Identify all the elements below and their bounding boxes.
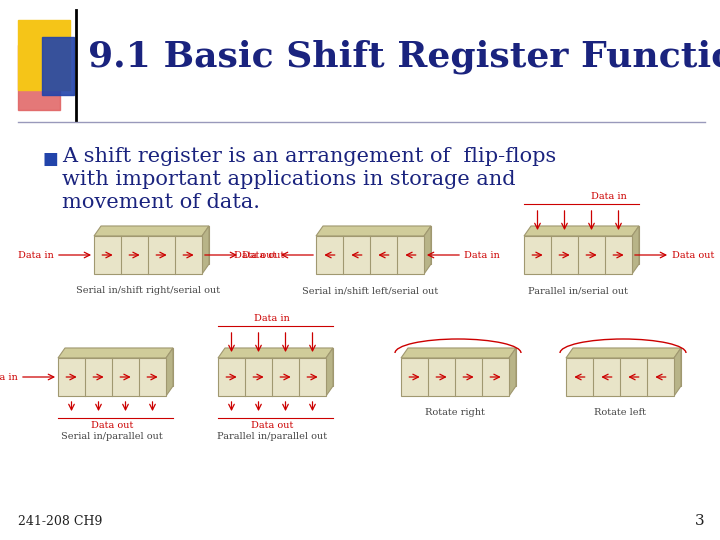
Text: Parallel in/parallel out: Parallel in/parallel out — [217, 432, 327, 441]
Polygon shape — [531, 226, 639, 264]
Text: Data out: Data out — [251, 421, 293, 430]
Text: ■: ■ — [42, 150, 58, 168]
Text: movement of data.: movement of data. — [62, 193, 260, 212]
Bar — [18, 45, 60, 110]
Polygon shape — [509, 348, 516, 396]
Polygon shape — [316, 226, 431, 236]
Text: Data in: Data in — [464, 251, 500, 260]
Polygon shape — [401, 348, 516, 358]
Polygon shape — [566, 348, 681, 358]
Polygon shape — [166, 348, 173, 396]
Polygon shape — [674, 348, 681, 396]
Text: Data out: Data out — [91, 421, 133, 430]
Text: Serial in/parallel out: Serial in/parallel out — [61, 432, 163, 441]
Text: Rotate right: Rotate right — [425, 408, 485, 417]
Polygon shape — [58, 348, 173, 358]
Text: Data in: Data in — [18, 251, 54, 260]
Bar — [218, 358, 326, 396]
Text: Data in: Data in — [254, 314, 290, 323]
Bar — [94, 236, 202, 274]
Text: 3: 3 — [696, 514, 705, 528]
Polygon shape — [225, 348, 333, 386]
Polygon shape — [326, 348, 333, 396]
Text: Data in: Data in — [590, 192, 626, 201]
Polygon shape — [101, 226, 209, 264]
Text: Data out: Data out — [242, 251, 284, 260]
Text: 241-208 CH9: 241-208 CH9 — [18, 515, 102, 528]
Bar — [18, 20, 70, 90]
Bar — [566, 358, 674, 396]
Text: Rotate left: Rotate left — [594, 408, 646, 417]
Polygon shape — [573, 348, 681, 386]
Text: Data in: Data in — [0, 373, 18, 381]
Bar — [316, 236, 424, 274]
Polygon shape — [424, 226, 431, 274]
Polygon shape — [408, 348, 516, 386]
Polygon shape — [632, 226, 639, 274]
Text: Serial in/shift right/serial out: Serial in/shift right/serial out — [76, 286, 220, 295]
Text: Data out: Data out — [672, 251, 714, 260]
Polygon shape — [524, 226, 639, 236]
Text: A shift register is an arrangement of  flip-flops: A shift register is an arrangement of fl… — [62, 147, 557, 166]
Bar — [401, 358, 509, 396]
Bar — [524, 236, 632, 274]
Bar — [58, 358, 166, 396]
Text: with important applications in storage and: with important applications in storage a… — [62, 170, 516, 189]
Polygon shape — [323, 226, 431, 264]
Text: Data out: Data out — [233, 251, 276, 260]
Bar — [42, 37, 74, 95]
Polygon shape — [65, 348, 173, 386]
Polygon shape — [218, 348, 333, 358]
Text: Parallel in/serial out: Parallel in/serial out — [528, 286, 628, 295]
Text: 9.1 Basic Shift Register Functions: 9.1 Basic Shift Register Functions — [88, 40, 720, 74]
Text: Serial in/shift left/serial out: Serial in/shift left/serial out — [302, 286, 438, 295]
Polygon shape — [94, 226, 209, 236]
Polygon shape — [202, 226, 209, 274]
